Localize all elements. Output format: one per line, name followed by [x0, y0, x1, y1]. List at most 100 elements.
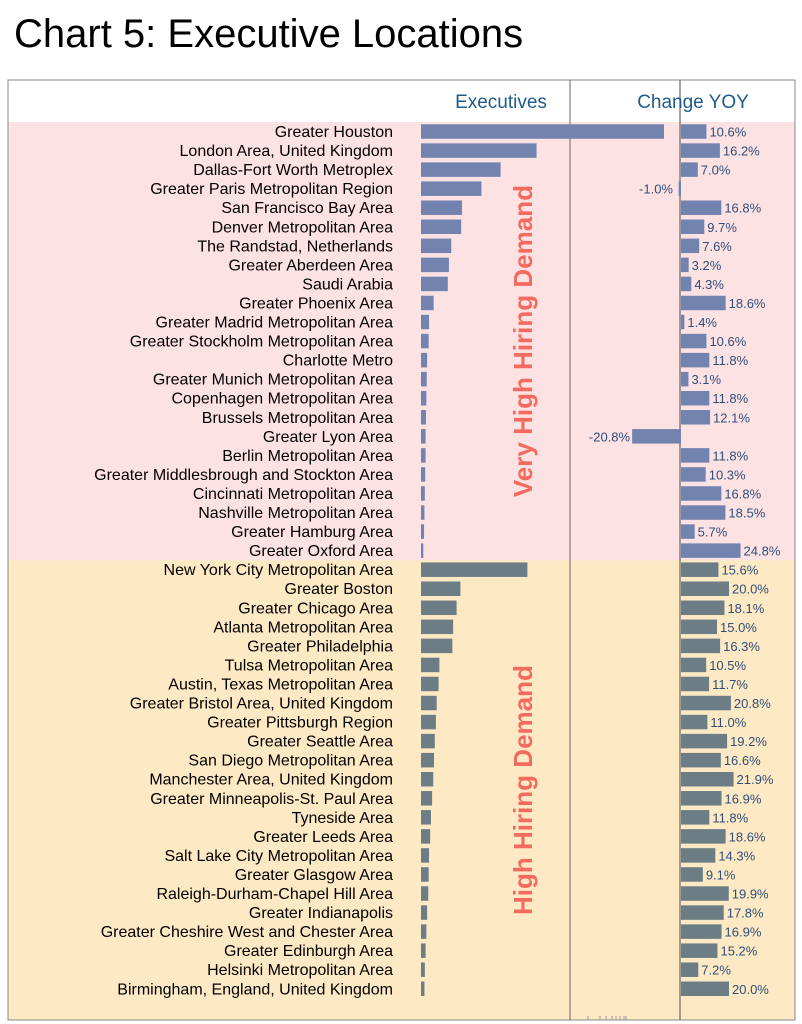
- change-value-label: 20.8%: [734, 696, 771, 711]
- change-value-label: 9.1%: [706, 867, 736, 882]
- change-value-label: 20.0%: [732, 582, 769, 597]
- category-label: Greater Houston: [275, 124, 393, 141]
- change-bar: [681, 219, 705, 235]
- change-value-label: 10.6%: [709, 334, 746, 349]
- change-value-label: 10.6%: [709, 125, 746, 140]
- change-value-label: 19.2%: [730, 734, 767, 749]
- category-label: New York City Metropolitan Area: [164, 562, 394, 579]
- category-label: Greater Paris Metropolitan Region: [150, 181, 393, 198]
- executives-bar: [421, 467, 426, 482]
- executives-bar: [421, 657, 440, 673]
- category-label: Greater Madrid Metropolitan Area: [156, 315, 394, 332]
- category-label: Greater Boston: [285, 581, 394, 598]
- change-bar: [681, 124, 707, 139]
- category-label: Greater Indianapolis: [249, 905, 393, 922]
- category-label: Birmingham, England, United Kingdom: [117, 981, 393, 998]
- change-value-label: 11.8%: [712, 353, 748, 368]
- change-value-label: 11.0%: [710, 715, 746, 730]
- change-value-label: 24.8%: [744, 544, 781, 559]
- category-label: Raleigh-Durham-Chapel Hill Area: [156, 886, 393, 903]
- change-bar: [681, 562, 719, 577]
- category-label: Atlanta Metropolitan Area: [213, 619, 393, 636]
- high-demand-band: [8, 560, 795, 1020]
- high-demand-label: High Hiring Demand: [508, 665, 538, 915]
- executives-bar: [421, 752, 435, 768]
- change-value-label: 12.1%: [713, 410, 750, 425]
- executives-bar: [421, 486, 425, 501]
- executives-bar: [421, 695, 437, 711]
- change-bar: [681, 943, 718, 958]
- chart-frame: [7, 79, 796, 1021]
- change-bar: [678, 181, 681, 196]
- change-bar: [681, 829, 726, 844]
- change-bar: [681, 505, 726, 520]
- change-value-label: 16.9%: [725, 791, 762, 806]
- change-bar: [681, 638, 721, 654]
- category-label: Cincinnati Metropolitan Area: [193, 486, 393, 503]
- category-label: Brussels Metropolitan Area: [202, 410, 393, 427]
- category-label: Manchester Area, United Kingdom: [149, 772, 393, 789]
- change-value-label: -20.8%: [589, 429, 631, 444]
- change-value-label: 3.1%: [691, 372, 721, 387]
- executives-bar: [421, 410, 426, 425]
- category-label: Greater Chicago Area: [238, 600, 393, 617]
- category-label: Greater Glasgow Area: [235, 867, 393, 884]
- change-bar: [681, 371, 689, 387]
- category-label: San Francisco Bay Area: [221, 200, 393, 217]
- change-bar: [681, 810, 710, 825]
- category-label: Dallas-Fort Worth Metroplex: [193, 162, 393, 179]
- executives-bar: [421, 905, 428, 920]
- change-bar: [681, 600, 725, 616]
- change-value-label: 15.0%: [720, 620, 757, 635]
- change-bar: [681, 581, 729, 596]
- change-bar: [681, 257, 689, 273]
- executives-bar: [421, 619, 454, 635]
- category-label: Charlotte Metro: [283, 353, 393, 370]
- category-label: Greater Stockholm Metropolitan Area: [130, 334, 393, 351]
- executives-bar: [421, 962, 425, 977]
- change-value-label: 16.3%: [723, 639, 760, 654]
- change-value-label: 7.0%: [701, 163, 731, 178]
- executives-bar: [421, 257, 449, 273]
- page-title: Chart 5: Executive Locations: [14, 12, 524, 56]
- category-label: Austin, Texas Metropolitan Area: [168, 676, 393, 693]
- executives-bar: [421, 371, 427, 387]
- change-value-label: 15.6%: [721, 563, 758, 578]
- category-label: Copenhagen Metropolitan Area: [172, 391, 394, 408]
- change-bar: [681, 771, 734, 787]
- executives-bar: [421, 524, 425, 539]
- executives-bar: [421, 390, 427, 406]
- category-label: Tyneside Area: [292, 810, 394, 827]
- change-value-label: 14.3%: [718, 848, 755, 863]
- category-label: Greater Leeds Area: [253, 829, 393, 846]
- executives-bar: [421, 505, 425, 520]
- category-label: Saudi Arabia: [302, 276, 393, 293]
- change-bar: [681, 695, 731, 711]
- change-value-label: 11.8%: [712, 391, 748, 406]
- change-bar: [632, 429, 681, 444]
- executives-bar: [421, 791, 433, 806]
- executives-bar: [421, 200, 462, 215]
- change-value-label: -1.0%: [639, 182, 673, 197]
- category-label: Greater Philadelphia: [247, 638, 393, 655]
- executives-bar: [421, 581, 461, 596]
- executives-bar: [421, 810, 431, 825]
- executives-bar: [421, 867, 429, 882]
- change-value-label: 16.9%: [725, 925, 762, 940]
- change-bar: [681, 276, 692, 292]
- executives-bar: [421, 733, 435, 749]
- executives-bar: [421, 448, 426, 463]
- change-bar: [681, 352, 710, 368]
- change-value-label: 3.2%: [692, 258, 722, 273]
- change-bar: [681, 524, 695, 539]
- change-bar: [681, 143, 720, 158]
- category-label: Greater Middlesbrough and Stockton Area: [94, 467, 393, 484]
- category-label: Greater Aberdeen Area: [228, 257, 393, 274]
- category-label: London Area, United Kingdom: [180, 143, 393, 160]
- change-bar: [681, 200, 722, 215]
- change-bar: [681, 238, 700, 254]
- executives-bar: [421, 848, 430, 863]
- change-value-label: 16.8%: [724, 201, 761, 216]
- executives-bar: [421, 295, 434, 311]
- executives-bar: [421, 676, 439, 692]
